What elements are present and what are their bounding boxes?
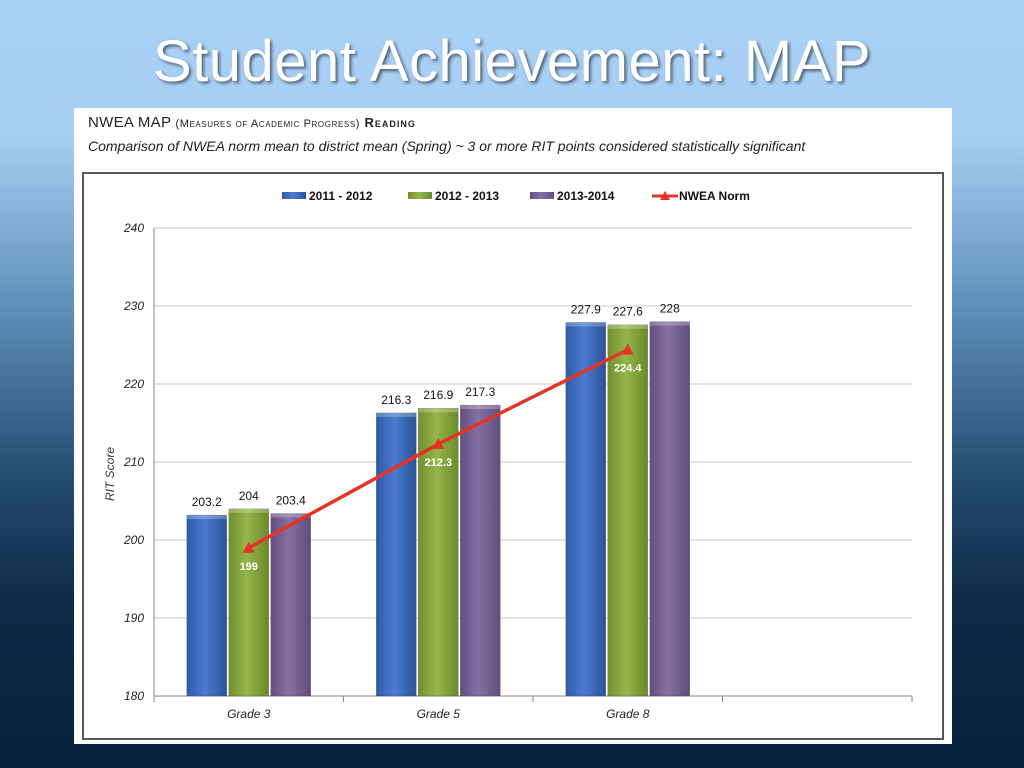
chart-subheading: Comparison of NWEA norm mean to district… (88, 138, 806, 154)
y-axis: 180 190 200 210 220 230 240 (123, 221, 155, 703)
bar-top-highlight (228, 508, 269, 513)
norm-line: 199 212.3 224.4 (240, 343, 642, 573)
bar (565, 322, 606, 697)
x-axis: Grade 3 Grade 5 Grade 8 (153, 696, 913, 721)
y-tick-label: 200 (123, 533, 144, 547)
y-tick-label: 210 (123, 455, 144, 469)
legend-swatch (530, 192, 554, 199)
bar-labels: 203.2 204 203.4 216.3 216.9 217.3 227.9 227.6 22… (192, 302, 680, 509)
bars (186, 321, 690, 697)
bar-top-highlight (376, 412, 417, 417)
norm-marker (621, 343, 634, 355)
norm-marker (242, 541, 255, 553)
chart-frame: 180 190 200 210 220 230 240 203.2 204 203.4 216.3… (82, 172, 944, 740)
data-label: 204 (239, 489, 259, 503)
legend-swatch (282, 192, 306, 199)
y-tick-label: 220 (123, 377, 144, 391)
bar-top-highlight (186, 515, 227, 520)
chart-heading: NWEA MAP (Measures of Academic Progress)… (88, 114, 416, 131)
bar (649, 321, 690, 697)
bar-top-highlight (418, 408, 459, 413)
y-tick-label: 180 (124, 689, 144, 703)
legend-marker (660, 191, 670, 200)
x-tick-label: Grade 5 (417, 707, 461, 721)
data-label: 227.9 (571, 302, 601, 316)
slide-title: Student Achievement: MAP (152, 29, 872, 94)
bar (376, 412, 417, 697)
data-label: 227.6 (613, 305, 643, 319)
bar (186, 514, 227, 697)
norm-data-label: 212.3 (424, 457, 452, 469)
bar-top-highlight (565, 322, 606, 327)
bar (460, 404, 501, 697)
data-label: 217.3 (465, 385, 495, 399)
legend-label: 2012 - 2013 (435, 189, 499, 203)
data-label: 203.4 (276, 493, 306, 507)
y-tick-label: 230 (123, 299, 144, 313)
bar (270, 513, 311, 697)
norm-marker (432, 438, 445, 450)
bar-top-highlight (607, 324, 648, 329)
x-tick-label: Grade 3 (227, 707, 271, 721)
legend-swatch (408, 192, 432, 199)
y-axis-title: RIT Score (103, 447, 117, 501)
heading-paren: (Measures of Academic Progress) (175, 118, 361, 130)
data-label: 228 (660, 302, 680, 316)
legend: 2011 - 2012 2012 - 2013 2013-2014 NWEA Norm (282, 189, 750, 203)
bar (418, 407, 459, 697)
data-label: 203.2 (192, 495, 222, 509)
legend-label: NWEA Norm (679, 189, 750, 203)
data-label: 216.3 (381, 393, 411, 407)
norm-data-label: 224.4 (614, 363, 642, 375)
bar (607, 324, 648, 697)
bar-top-highlight (649, 321, 690, 326)
legend-label: 2013-2014 (557, 189, 615, 203)
heading-subject: Reading (364, 115, 416, 130)
chart-panel: NWEA MAP (Measures of Academic Progress)… (74, 108, 952, 744)
norm-data-label: 199 (240, 561, 258, 573)
data-label: 216.9 (423, 388, 453, 402)
y-tick-label: 240 (123, 221, 144, 235)
bar (228, 508, 269, 697)
heading-main: NWEA MAP (88, 114, 171, 131)
y-tick-label: 190 (124, 611, 144, 625)
bar-top-highlight (270, 513, 311, 518)
legend-label: 2011 - 2012 (309, 189, 373, 203)
chart-svg: 180 190 200 210 220 230 240 203.2 204 203.4 216.3… (103, 189, 913, 721)
x-tick-label: Grade 8 (606, 707, 650, 721)
bar-top-highlight (460, 405, 501, 410)
